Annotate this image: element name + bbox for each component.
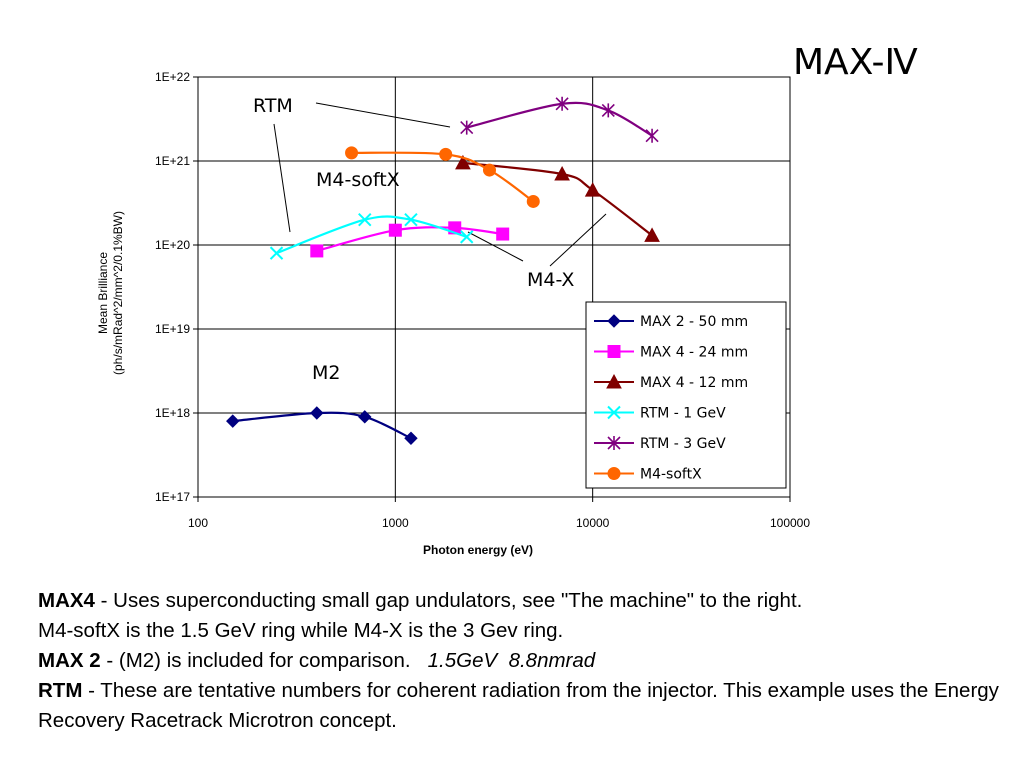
data-point [388, 223, 402, 237]
max2-term: MAX 2 [38, 649, 101, 672]
data-point [460, 230, 474, 244]
data-point [439, 147, 453, 161]
legend-label: M4-softX [640, 467, 702, 483]
data-point [310, 244, 324, 258]
series-line [462, 161, 653, 237]
legend-marker [607, 467, 621, 480]
legend-item: MAX 2 - 50 mm [594, 314, 748, 330]
data-point [584, 182, 601, 197]
x-tick-label: 1000 [382, 516, 409, 530]
data-point [404, 431, 418, 445]
rtm-description: - These are tentative numbers for cohere… [38, 679, 999, 732]
series-0 [226, 406, 418, 445]
y-tick-label: 1E+22 [155, 70, 190, 84]
annotations: RTM M4-softX M4-X M2 [253, 95, 574, 384]
paragraph-rtm: RTM - These are tentative numbers for co… [38, 676, 1008, 736]
legend-item: MAX 4 - 24 mm [594, 345, 748, 361]
series-line [466, 101, 653, 137]
paragraph-max2: MAX 2 - (M2) is included for comparison.… [38, 646, 1008, 676]
series-line [351, 151, 534, 203]
legend-item: RTM - 3 GeV [594, 436, 726, 452]
legend-marker [607, 314, 621, 328]
series-line [316, 226, 503, 252]
legend-item: MAX 4 - 12 mm [594, 373, 748, 391]
axis-ticks: 100 1000 10000 100000 1E+17 1E+18 1E+19 1E+20 1E… [155, 70, 810, 530]
legend-marker [607, 436, 621, 450]
legend-item: M4-softX [594, 467, 702, 483]
data-point [496, 227, 510, 241]
data-point [455, 154, 471, 170]
body-text: MAX4 - Uses superconducting small gap un… [38, 586, 1008, 736]
grid-lines [198, 77, 790, 497]
legend-label: MAX 4 - 12 mm [640, 375, 748, 391]
series-line [276, 215, 468, 255]
data-point [310, 406, 324, 420]
data-point [644, 227, 660, 242]
brilliance-chart: 100 1000 10000 100000 1E+17 1E+18 1E+19 1E+20 1E… [96, 70, 810, 557]
rtm-term: RTM [38, 679, 83, 702]
x-tick-label: 10000 [576, 516, 610, 530]
paragraph-max4: MAX4 - Uses superconducting small gap un… [38, 586, 1008, 616]
annotation-m2: M2 [312, 362, 340, 384]
y-tick-label: 1E+19 [155, 322, 190, 336]
callout-lines [273, 102, 607, 267]
data-point [601, 103, 615, 118]
plot-area-border [197, 76, 791, 498]
max2-description: - (M2) is included for comparison. [100, 649, 411, 672]
y-tick-label: 1E+21 [155, 154, 190, 168]
y-tick-label: 1E+17 [155, 490, 190, 504]
legend-box [585, 301, 787, 489]
legend-marker [607, 345, 621, 358]
legend-label: MAX 2 - 50 mm [640, 314, 748, 330]
data-point [555, 96, 569, 111]
data-point [554, 165, 570, 181]
callout-line [549, 213, 607, 267]
m4-rings-description: M4-softX is the 1.5 GeV ring while M4-X … [38, 619, 564, 642]
series-1 [310, 221, 510, 258]
legend-marker [607, 405, 621, 420]
annotation-m4-x: M4-X [527, 269, 574, 291]
max2-energy: 1.5GeV [427, 649, 498, 672]
legend-label: RTM - 1 GeV [640, 406, 726, 422]
data-point [404, 213, 418, 227]
data-point [269, 246, 284, 260]
y-tick-label: 1E+18 [155, 406, 190, 420]
y-tick-label: 1E+20 [155, 238, 190, 252]
legend: MAX 2 - 50 mm MAX 4 - 24 mm MAX 4 - 12 mm R… [585, 301, 787, 489]
legend-label: RTM - 3 GeV [640, 436, 726, 452]
data-point [526, 194, 540, 208]
callout-line [467, 231, 524, 262]
data-point [460, 120, 474, 135]
data-point [358, 410, 372, 424]
series-2 [455, 154, 660, 242]
data-point [645, 128, 659, 143]
x-axis-label: Photon energy (eV) [423, 543, 533, 557]
annotation-rtm: RTM [253, 95, 293, 117]
x-tick-label: 100 [188, 516, 208, 530]
series-5 [345, 146, 540, 208]
max4-description: - Uses superconducting small gap undulat… [94, 589, 803, 612]
legend-marker [606, 373, 622, 389]
max4-term: MAX4 [38, 589, 95, 612]
y-axis-label-line2: (ph/s/mRad^2/mm^2/0.1%BW) [111, 211, 125, 375]
x-tick-label: 100000 [770, 516, 810, 530]
slide-title: MAX-Ⅳ [793, 42, 918, 83]
y-axis-label-line1: Mean Brilliance [96, 252, 110, 334]
data-point [345, 146, 359, 160]
paragraph-m4-rings: M4-softX is the 1.5 GeV ring while M4-X … [38, 616, 1008, 646]
data-point [482, 163, 496, 177]
series-3 [269, 213, 474, 260]
legend-label: MAX 4 - 24 mm [640, 345, 748, 361]
legend-item: RTM - 1 GeV [594, 406, 726, 422]
max2-emittance: 8.8nmrad [508, 649, 596, 672]
callout-line [273, 123, 291, 233]
series-lines [226, 96, 660, 445]
data-point [226, 414, 240, 428]
series-4 [460, 96, 659, 143]
data-point [358, 213, 372, 227]
annotation-m4-softx: M4-softX [316, 169, 400, 191]
series-line [232, 411, 412, 440]
callout-line [315, 102, 451, 128]
